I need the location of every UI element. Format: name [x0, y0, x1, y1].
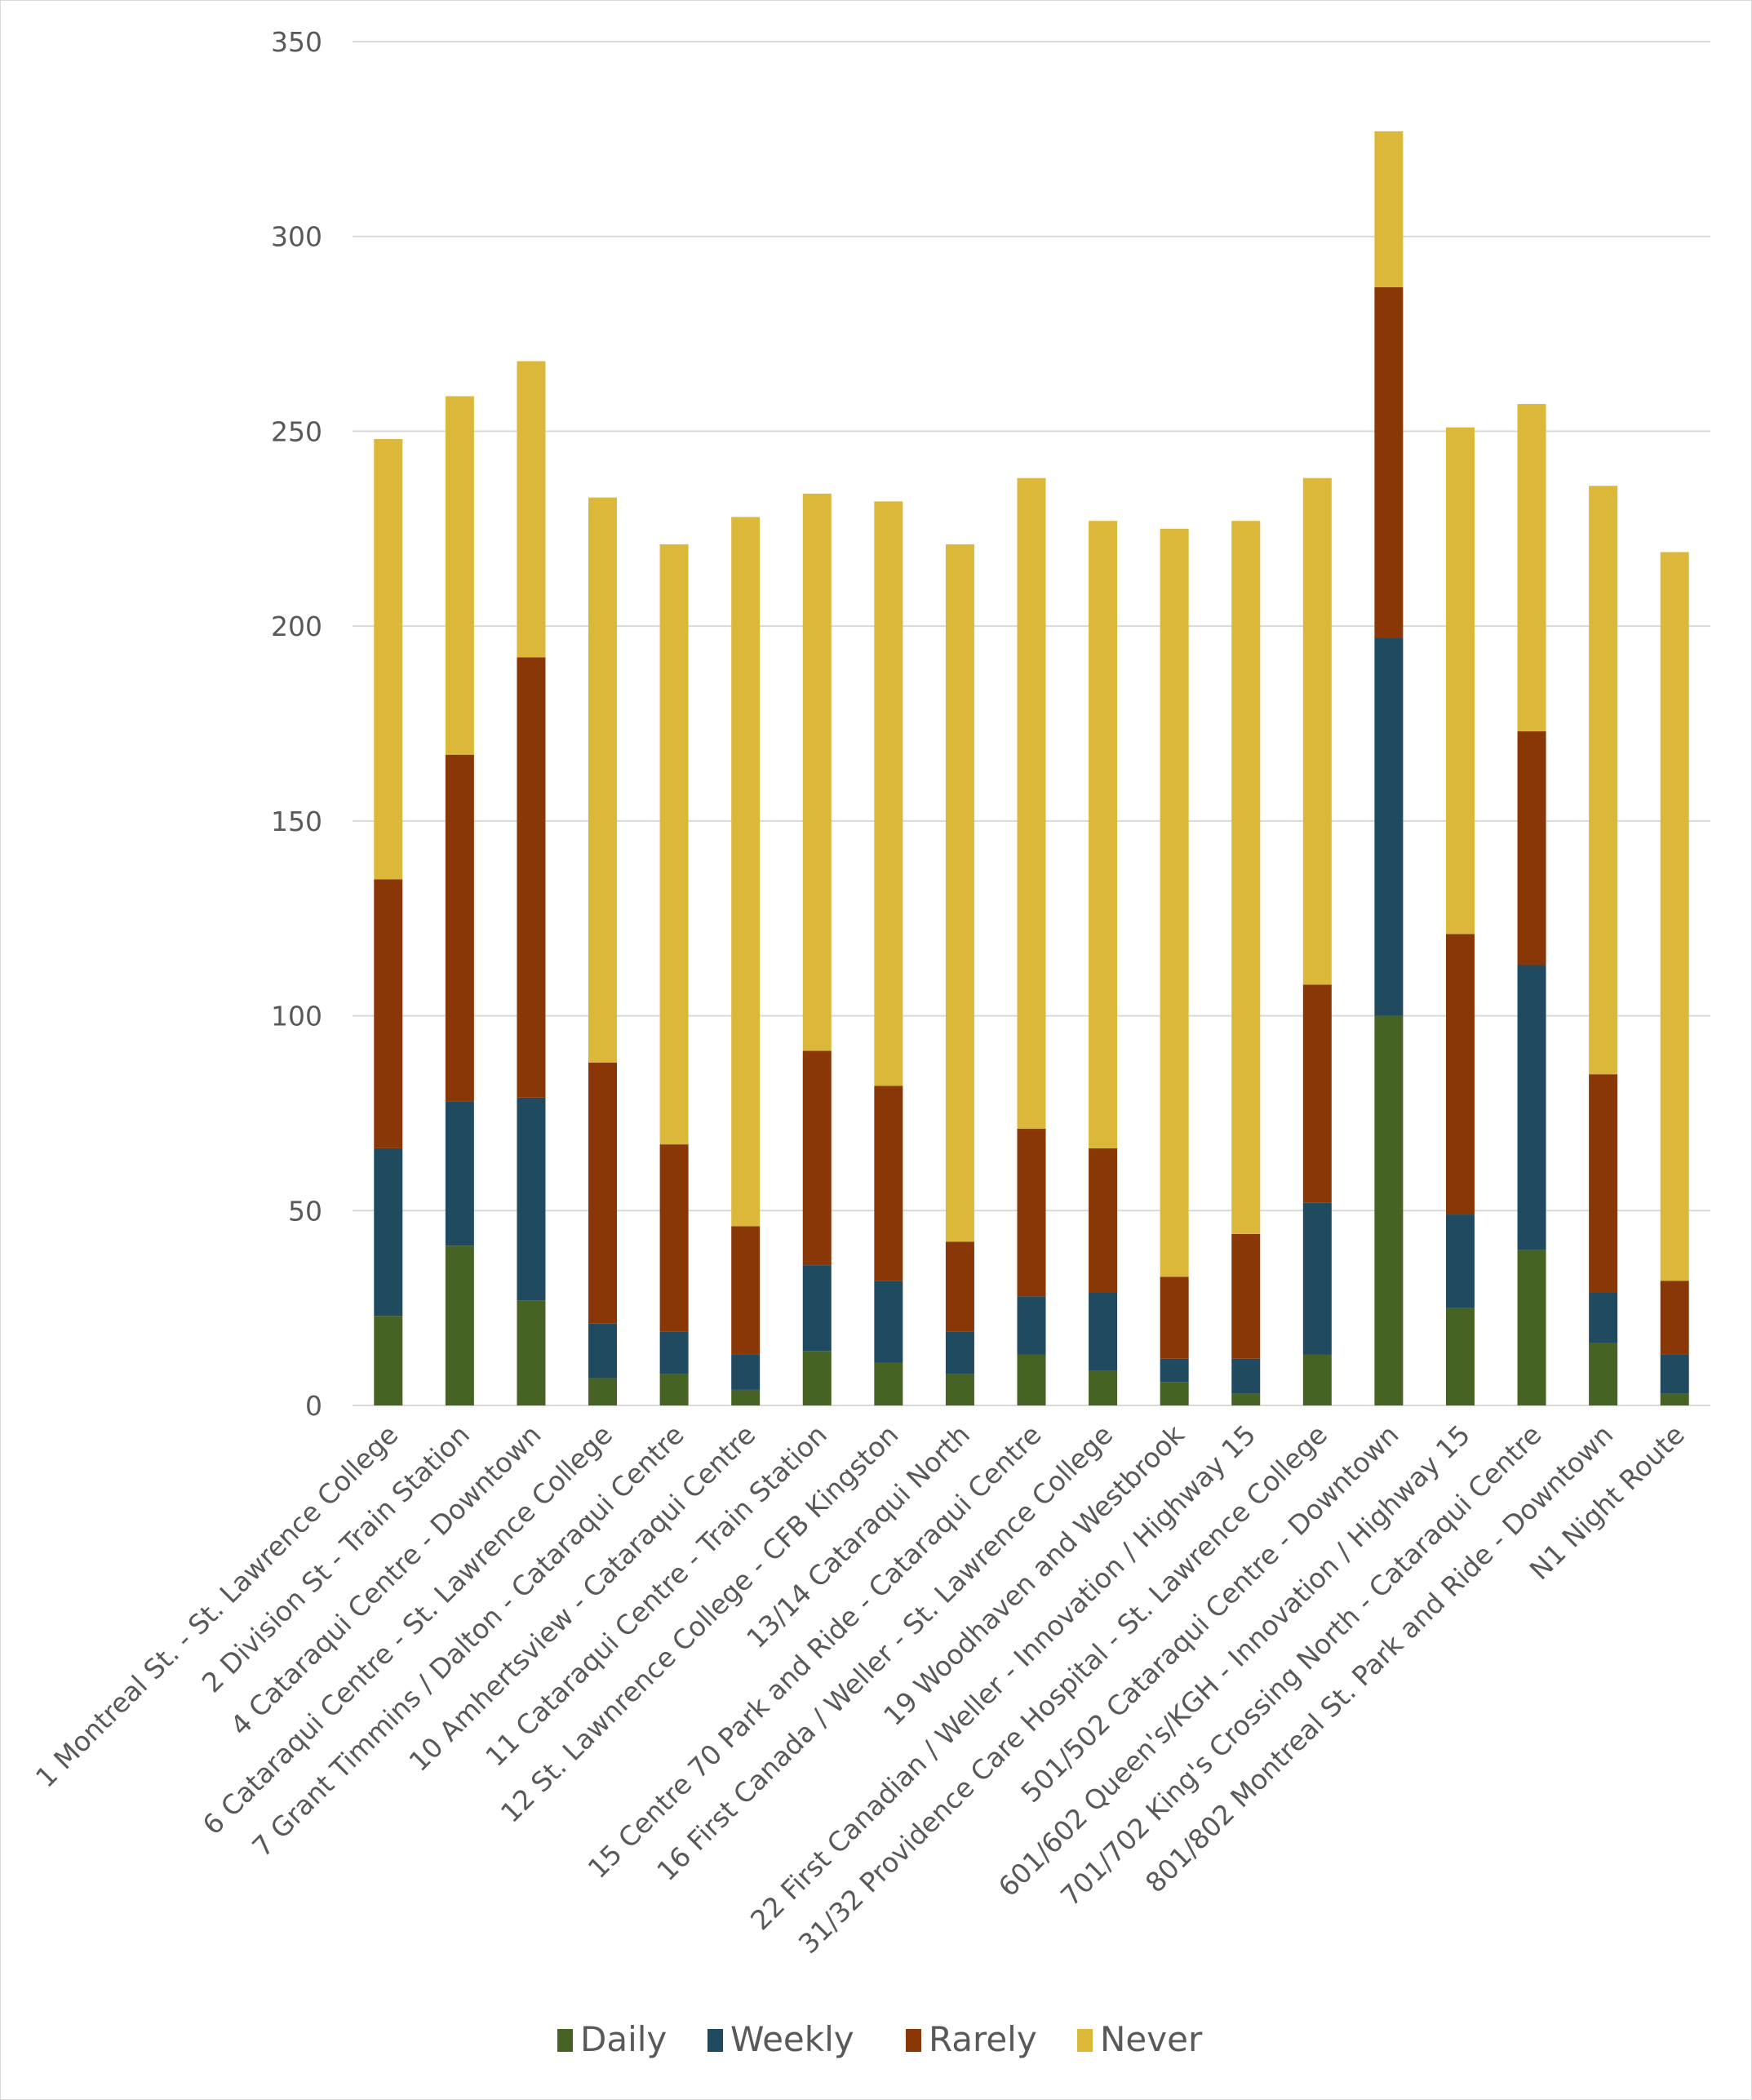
- bar-weekly-5: [659, 1331, 689, 1374]
- bar-rarely-6: [731, 1226, 761, 1355]
- bar-never-9: [945, 544, 974, 1242]
- bar-weekly-8: [874, 1281, 903, 1363]
- bar-rarely-5: [659, 1144, 689, 1332]
- bar-daily-6: [731, 1389, 761, 1405]
- bar-never-19: [1660, 552, 1689, 1281]
- bar-weekly-19: [1660, 1354, 1689, 1394]
- legend-label-daily: Daily: [580, 2019, 667, 2059]
- bar-daily-12: [1160, 1382, 1189, 1405]
- bar-never-12: [1160, 528, 1189, 1277]
- bar-never-17: [1517, 404, 1546, 732]
- bar-daily-14: [1302, 1354, 1332, 1405]
- bar-rarely-19: [1660, 1281, 1689, 1355]
- bar-never-13: [1231, 521, 1261, 1234]
- bar-daily-2: [445, 1245, 474, 1405]
- bar-weekly-2: [445, 1101, 474, 1246]
- bar-rarely-17: [1517, 731, 1546, 966]
- y-tick-label: 100: [271, 1001, 322, 1032]
- bar-rarely-2: [445, 754, 474, 1102]
- bar-daily-5: [659, 1374, 689, 1405]
- bar-daily-7: [802, 1351, 832, 1405]
- legend-swatch-rarely: [906, 2029, 921, 2052]
- bar-daily-15: [1374, 1015, 1404, 1405]
- bar-daily-9: [945, 1374, 974, 1405]
- legend-swatch-weekly: [707, 2029, 723, 2052]
- bar-weekly-3: [517, 1097, 546, 1301]
- bar-daily-13: [1231, 1393, 1261, 1405]
- bar-daily-4: [588, 1378, 618, 1405]
- y-tick-label: 350: [271, 26, 322, 58]
- bar-never-3: [517, 361, 546, 658]
- bar-rarely-7: [802, 1050, 832, 1266]
- bar-never-2: [445, 396, 474, 755]
- legend-label-rarely: Rarely: [929, 2019, 1037, 2059]
- y-tick-label: 150: [271, 806, 322, 837]
- legend-label-never: Never: [1100, 2019, 1203, 2059]
- bar-never-4: [588, 497, 618, 1063]
- bar-weekly-7: [802, 1265, 832, 1352]
- y-tick-label: 250: [271, 415, 322, 447]
- bar-never-18: [1589, 486, 1618, 1075]
- bar-daily-16: [1445, 1308, 1475, 1405]
- bar-weekly-16: [1445, 1214, 1475, 1308]
- bar-rarely-4: [588, 1062, 618, 1324]
- bar-rarely-13: [1231, 1233, 1261, 1359]
- bar-rarely-10: [1017, 1129, 1046, 1297]
- bar-daily-1: [374, 1316, 403, 1405]
- bar-rarely-3: [517, 657, 546, 1098]
- bar-daily-17: [1517, 1250, 1546, 1405]
- bar-rarely-9: [945, 1241, 974, 1332]
- bar-daily-19: [1660, 1393, 1689, 1405]
- bar-rarely-1: [374, 879, 403, 1148]
- legend-swatch-never: [1077, 2029, 1093, 2052]
- bar-weekly-17: [1517, 965, 1546, 1250]
- bar-never-6: [731, 517, 761, 1227]
- bar-rarely-11: [1089, 1148, 1118, 1293]
- bar-daily-10: [1017, 1354, 1046, 1405]
- bar-rarely-16: [1445, 934, 1475, 1215]
- bar-daily-11: [1089, 1370, 1118, 1405]
- bar-weekly-1: [374, 1148, 403, 1316]
- bar-never-11: [1089, 521, 1118, 1148]
- bar-rarely-8: [874, 1086, 903, 1281]
- bar-never-16: [1445, 427, 1475, 935]
- bar-weekly-13: [1231, 1358, 1261, 1394]
- bar-weekly-10: [1017, 1296, 1046, 1355]
- bar-never-7: [802, 493, 832, 1051]
- bar-never-10: [1017, 477, 1046, 1130]
- bar-weekly-18: [1589, 1292, 1618, 1343]
- y-tick-label: 0: [305, 1390, 322, 1422]
- bar-weekly-12: [1160, 1358, 1189, 1383]
- bar-rarely-15: [1374, 286, 1404, 638]
- legend: Daily Weekly Rarely Never: [557, 2019, 1203, 2059]
- bar-daily-18: [1589, 1343, 1618, 1405]
- legend-swatch-daily: [557, 2029, 573, 2052]
- legend-label-weekly: Weekly: [730, 2019, 854, 2059]
- bar-weekly-15: [1374, 637, 1404, 1016]
- bar-rarely-12: [1160, 1276, 1189, 1359]
- bar-rarely-14: [1302, 984, 1332, 1203]
- bar-daily-3: [517, 1300, 546, 1405]
- bar-never-1: [374, 438, 403, 880]
- bar-never-5: [659, 544, 689, 1145]
- bar-weekly-14: [1302, 1202, 1332, 1355]
- bar-never-14: [1302, 477, 1332, 985]
- y-tick-label: 300: [271, 221, 322, 253]
- y-tick-label: 50: [288, 1195, 322, 1227]
- bar-rarely-18: [1589, 1074, 1618, 1293]
- bars: [374, 131, 1689, 1405]
- bar-weekly-9: [945, 1331, 974, 1374]
- bar-weekly-11: [1089, 1292, 1118, 1371]
- bar-weekly-6: [731, 1354, 761, 1390]
- y-axis-tick-labels: 0 50 100 150 200 250 300 350: [271, 26, 322, 1422]
- bar-daily-8: [874, 1362, 903, 1405]
- y-tick-label: 200: [271, 610, 322, 642]
- bar-never-8: [874, 501, 903, 1086]
- bar-weekly-4: [588, 1323, 618, 1379]
- bar-never-15: [1374, 131, 1404, 287]
